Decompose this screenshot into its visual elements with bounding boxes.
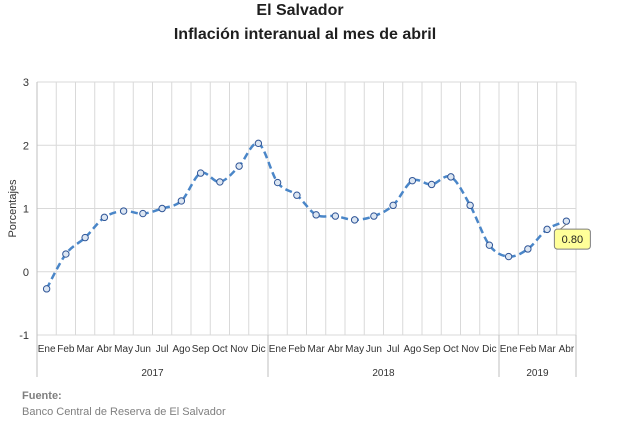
- x-tick-label: Jun: [135, 344, 151, 355]
- data-point: [254, 139, 263, 148]
- data-point: [312, 211, 320, 219]
- data-point: [216, 178, 224, 186]
- x-tick-label: Ene: [269, 344, 287, 355]
- data-point: [177, 197, 186, 205]
- data-point: [408, 176, 417, 185]
- data-point: [466, 201, 474, 210]
- data-point: [293, 191, 301, 199]
- x-tick-label: Nov: [461, 344, 479, 355]
- data-point: [196, 169, 205, 177]
- chart-title: El Salvador: [256, 2, 344, 19]
- year-label: 2017: [141, 368, 164, 379]
- year-label: 2018: [372, 368, 395, 379]
- data-point: [543, 225, 551, 234]
- x-tick-label: Ene: [500, 344, 518, 355]
- x-tick-label: Abr: [559, 344, 575, 355]
- data-label-box: [553, 228, 591, 250]
- data-point: [139, 209, 147, 218]
- y-tick-label: -1: [19, 330, 29, 342]
- series-line: [45, 142, 567, 290]
- x-tick-label: Jul: [387, 344, 400, 355]
- y-tick-label: 0: [23, 267, 29, 279]
- data-label: 0.80: [562, 234, 583, 246]
- x-tick-label: Sep: [192, 344, 210, 355]
- data-point: [81, 233, 89, 242]
- data-point: [389, 201, 397, 210]
- source-text: Banco Central de Reserva de El Salvador: [22, 406, 226, 418]
- x-tick-label: Sep: [423, 344, 441, 355]
- data-point: [158, 204, 166, 213]
- x-tick-label: Nov: [230, 344, 248, 355]
- y-axis-title: Porcentajes: [7, 179, 19, 238]
- x-tick-label: Jun: [366, 344, 382, 355]
- x-tick-label: Mar: [308, 344, 326, 355]
- x-tick-label: Abr: [97, 344, 113, 355]
- y-tick-label: 2: [23, 140, 29, 152]
- data-point: [562, 217, 571, 225]
- x-tick-label: Oct: [212, 344, 228, 355]
- data-point: [235, 162, 243, 170]
- x-tick-label: Abr: [328, 344, 344, 355]
- data-point: [331, 212, 340, 220]
- x-tick-label: Ago: [172, 344, 190, 355]
- x-tick-label: Ene: [38, 344, 56, 355]
- chart-subtitle: Inflación interanual al mes de abril: [173, 26, 437, 43]
- x-tick-label: Mar: [77, 344, 95, 355]
- x-tick-label: Feb: [57, 344, 75, 355]
- data-point: [273, 178, 282, 187]
- y-tick-label: 3: [23, 77, 29, 89]
- source-label: Fuente:: [22, 390, 62, 402]
- data-point: [350, 216, 359, 224]
- x-tick-label: Feb: [519, 344, 537, 355]
- x-tick-label: Dic: [251, 344, 265, 355]
- data-label-leader: [560, 223, 567, 230]
- x-tick-label: Dic: [482, 344, 496, 355]
- x-tick-label: Ago: [403, 344, 421, 355]
- x-tick-label: Mar: [539, 344, 557, 355]
- x-tick-label: Feb: [288, 344, 306, 355]
- data-point: [62, 250, 70, 258]
- data-point: [100, 213, 109, 222]
- year-label: 2019: [526, 368, 549, 379]
- x-tick-label: May: [114, 344, 133, 355]
- data-point: [119, 207, 128, 215]
- x-tick-label: Oct: [443, 344, 459, 355]
- data-point: [447, 173, 455, 181]
- data-point: [485, 241, 494, 249]
- data-point: [427, 180, 436, 189]
- y-tick-label: 1: [23, 204, 29, 216]
- x-tick-label: May: [345, 344, 364, 355]
- data-point: [524, 245, 532, 253]
- data-point: [370, 212, 378, 220]
- data-point: [504, 252, 513, 261]
- data-point: [42, 285, 51, 293]
- x-tick-label: Jul: [156, 344, 169, 355]
